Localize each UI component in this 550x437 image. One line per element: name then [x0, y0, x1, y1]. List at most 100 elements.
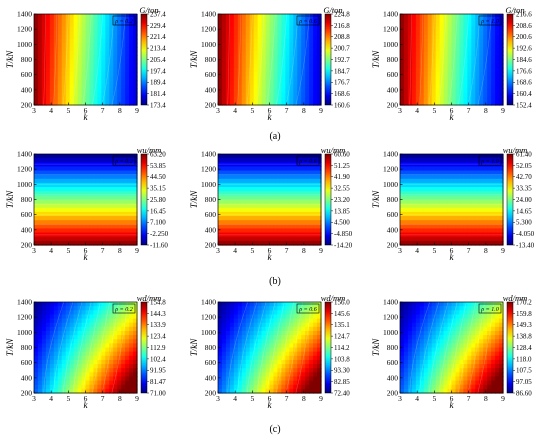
heatmap-cell [261, 351, 267, 357]
heatmap-cell [81, 199, 87, 205]
heatmap-cell [455, 67, 461, 73]
heatmap-cell [313, 211, 318, 217]
heatmap-cell [309, 203, 314, 209]
rho-box [478, 15, 502, 26]
heatmap-cell [443, 154, 449, 159]
heatmap-cell [37, 310, 43, 316]
heatmap-cell [467, 216, 472, 221]
heatmap-cell [57, 51, 63, 56]
heatmap-cell [261, 18, 267, 23]
heatmap-cell [273, 71, 279, 77]
heatmap-cell [309, 359, 314, 365]
heatmap-cell [419, 207, 425, 213]
heatmap-cell [109, 182, 114, 188]
heatmap-cell [85, 55, 91, 61]
heatmap-cell [487, 96, 492, 102]
heatmap-cell [475, 228, 480, 234]
heatmap-cell [289, 30, 294, 36]
heatmap-cell [487, 67, 492, 73]
heatmap-cell [241, 199, 247, 205]
heatmap-cell [439, 211, 445, 217]
heatmap-cell [225, 182, 231, 188]
x-tick-label: 8 [118, 394, 122, 403]
heatmap-cell [447, 42, 453, 48]
heatmap-cell [439, 154, 445, 159]
heatmap-cell [93, 158, 98, 163]
heatmap-cell [109, 339, 114, 344]
heatmap-cell [475, 216, 480, 221]
heatmap-cell [37, 207, 43, 213]
heatmap-cell [69, 100, 75, 106]
heatmap-cell [269, 154, 275, 159]
heatmap-cell [57, 59, 63, 65]
heatmap-cell [253, 195, 259, 201]
heatmap-cell [499, 228, 504, 234]
heatmap-cell [57, 314, 63, 320]
heatmap-cell [241, 30, 247, 36]
heatmap-cell [253, 26, 259, 32]
heatmap-cell [479, 182, 484, 188]
heatmap-cell [233, 302, 239, 307]
heatmap-cell [69, 195, 75, 201]
contour-line [409, 13, 412, 106]
heatmap-cell [309, 220, 314, 225]
heatmap-cell [57, 34, 63, 40]
heatmap-cell [129, 26, 134, 32]
heatmap-cell [479, 174, 484, 180]
heatmap-cell [53, 84, 59, 90]
heatmap-cell [105, 240, 110, 246]
heatmap-cell [431, 162, 437, 168]
heatmap-cell [101, 380, 106, 386]
heatmap-cell [443, 22, 449, 28]
row-label-c: (c) [269, 424, 280, 435]
heatmap-cell [297, 80, 302, 85]
heatmap-cell [443, 18, 449, 23]
heatmap-cell [257, 216, 263, 221]
heatmap-cell [499, 203, 504, 209]
heatmap-cell [125, 343, 130, 349]
heatmap-cell [400, 34, 405, 40]
heatmap-cell [133, 14, 138, 19]
heatmap-cell [245, 368, 251, 373]
heatmap-cell [113, 302, 118, 307]
heatmap-cell [221, 314, 227, 320]
heatmap-cell [411, 80, 417, 85]
heatmap-cell [467, 162, 472, 168]
heatmap-cell [297, 380, 302, 386]
heatmap-cell [289, 191, 294, 196]
heatmap-cell [253, 59, 259, 65]
heatmap-cell [41, 34, 47, 40]
heatmap-cell [65, 71, 71, 77]
heatmap-cell [455, 38, 461, 44]
heatmap-cell [249, 384, 255, 390]
heatmap-cell [241, 306, 247, 311]
heatmap-cell [81, 330, 87, 336]
heatmap-cell [65, 84, 71, 90]
heatmap-cell [101, 228, 106, 234]
heatmap-cell [281, 84, 286, 90]
heatmap-cell [225, 59, 231, 65]
heatmap-cell [249, 372, 255, 378]
heatmap-cell [77, 322, 83, 328]
heatmap-cell [117, 22, 122, 28]
heatmap-cell [245, 80, 251, 85]
heatmap-cell [77, 67, 83, 73]
heatmap-cell [277, 170, 282, 176]
heatmap-cell [467, 42, 472, 48]
heatmap-cell [479, 154, 484, 159]
heatmap-cell [261, 339, 267, 344]
heatmap-cell [277, 326, 282, 332]
heatmap-cell [121, 182, 126, 188]
heatmap-cell [109, 220, 114, 225]
heatmap-cell [309, 351, 314, 357]
heatmap-cell [53, 322, 59, 328]
heatmap-cell [225, 34, 231, 40]
heatmap-cell [218, 55, 223, 61]
heatmap-cell [245, 339, 251, 344]
heatmap-cell [113, 236, 118, 242]
heatmap-cell [37, 191, 43, 196]
heatmap-cell [317, 368, 322, 373]
heatmap-cell [435, 100, 441, 106]
heatmap-cell [105, 30, 110, 36]
heatmap-cell [81, 232, 87, 238]
